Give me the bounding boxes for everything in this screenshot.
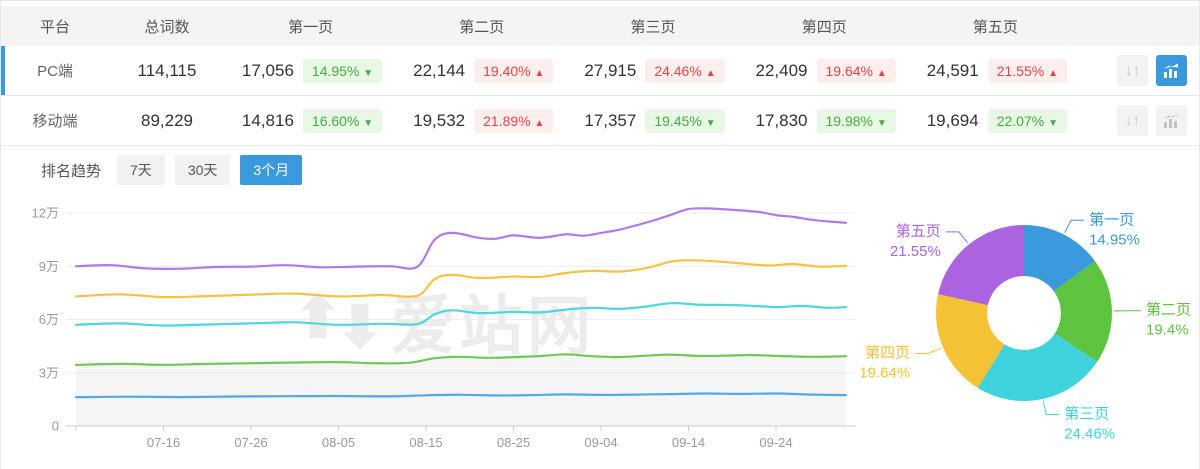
trend-chart-icon[interactable] [1155, 55, 1187, 86]
svg-text:08-05: 08-05 [322, 435, 355, 450]
page2-count: 22,144 [413, 60, 466, 80]
trend-chart-icon[interactable] [1155, 105, 1187, 136]
total-words: 89,229 [141, 110, 193, 130]
svg-text:09-04: 09-04 [584, 435, 617, 450]
svg-text:第二页: 第二页 [1146, 301, 1191, 319]
sort-icon[interactable]: ↓↑ [1116, 105, 1148, 136]
rank-table: 平台 总词数 第一页 第二页 第三页 第四页 第五页 PC端 114,115 1… [1, 6, 1199, 146]
page2-change-badge: 21.89% ▲ [474, 108, 554, 133]
charts-section: 爱站网 0 3万 6万 9万 12万 07-16 07-26 08-05 08-15 08-25 0… [1, 193, 1199, 469]
trend-arrow-icon: ▲ [705, 67, 716, 79]
page3-change-badge: 19.45% ▼ [645, 108, 725, 133]
header-page4: 第四页 [801, 18, 847, 36]
page3-count: 27,915 [584, 60, 637, 80]
svg-text:08-25: 08-25 [497, 435, 530, 450]
page1-change-badge: 14.95% ▼ [302, 58, 383, 83]
watermark: 爱站网 [301, 275, 595, 367]
svg-text:12万: 12万 [32, 206, 59, 221]
svg-text:9万: 9万 [39, 259, 59, 274]
trend-arrow-icon: ▼ [705, 117, 716, 129]
trend-arrow-icon: ▲ [534, 117, 545, 129]
trend-arrow-icon: ▼ [876, 117, 887, 129]
page3-change-badge: 24.46% ▲ [645, 58, 725, 83]
tab-30-days[interactable]: 30天 [174, 155, 231, 185]
svg-text:第五页: 第五页 [896, 222, 941, 240]
aizhan-logo-icon [301, 292, 377, 350]
page5-change-badge: 21.55% ▲ [987, 58, 1067, 83]
header-platform: 平台 [39, 18, 70, 36]
sort-icon[interactable]: ↓↑ [1116, 55, 1148, 86]
header-page1: 第一页 [288, 18, 334, 36]
trend-line-chart: 0 3万 6万 9万 12万 07-16 07-26 08-05 08-15 08-25 09-04… [32, 206, 856, 450]
svg-text:07-26: 07-26 [234, 435, 267, 450]
page4-change-badge: 19.64% ▲ [816, 58, 896, 83]
trend-arrow-icon: ▼ [1048, 117, 1058, 129]
total-words: 114,115 [137, 60, 197, 80]
svg-text:09-24: 09-24 [759, 435, 792, 450]
page3-count: 17,357 [584, 110, 637, 130]
tab-7-days[interactable]: 7天 [117, 155, 165, 185]
svg-text:第四页: 第四页 [865, 344, 910, 362]
svg-text:21.55%: 21.55% [890, 243, 941, 260]
trend-arrow-icon: ▲ [1048, 67, 1058, 79]
header-total: 总词数 [144, 18, 190, 36]
header-page3: 第三页 [630, 18, 676, 36]
page2-count: 19,532 [413, 110, 466, 130]
svg-text:09-14: 09-14 [672, 435, 705, 450]
trend-toolbar: 排名趋势 7天 30天 3个月 [1, 146, 1199, 193]
svg-text:07-16: 07-16 [147, 435, 180, 450]
svg-text:第一页: 第一页 [1089, 210, 1134, 228]
header-page2: 第二页 [459, 18, 505, 36]
trend-arrow-icon: ▼ [363, 117, 374, 129]
table-row-mobile[interactable]: 移动端 89,229 14,816 16.60% ▼ 19,532 21.89% ▲… [1, 96, 1199, 146]
svg-text:19.64%: 19.64% [861, 365, 910, 382]
page1-count: 17,056 [241, 60, 294, 80]
svg-text:3万: 3万 [39, 365, 59, 380]
svg-text:24.46%: 24.46% [1064, 426, 1115, 443]
trend-title: 排名趋势 [41, 162, 102, 180]
platform-label: 移动端 [32, 113, 78, 130]
trend-arrow-icon: ▲ [534, 67, 545, 79]
trend-arrow-icon: ▼ [363, 67, 374, 79]
page5-count: 24,591 [926, 60, 979, 80]
page4-count: 17,830 [755, 110, 808, 130]
table-header: 平台 总词数 第一页 第二页 第三页 第四页 第五页 [1, 6, 1199, 46]
page4-count: 22,409 [755, 60, 808, 80]
page2-change-badge: 19.40% ▲ [474, 58, 554, 83]
page-share-donut-chart: 第一页 14.95% 第二页 19.4% 第三页 24.46% 第四页 19.64% 第五页 21… [859, 210, 1191, 443]
svg-text:6万: 6万 [39, 312, 59, 327]
trend-arrow-icon: ▲ [876, 67, 887, 79]
line-chart-area: 爱站网 0 3万 6万 9万 12万 07-16 07-26 08-05 08-15 08-25 0… [1, 193, 861, 469]
platform-label: PC端 [37, 63, 73, 80]
page5-count: 19,694 [926, 110, 979, 130]
watermark-text: 爱站网 [391, 290, 595, 362]
tab-3-months[interactable]: 3个月 [240, 155, 303, 185]
page4-change-badge: 19.98% ▼ [816, 108, 896, 133]
page5-change-badge: 22.07% ▼ [987, 108, 1067, 133]
donut-chart-area: 第一页 14.95% 第二页 19.4% 第三页 24.46% 第四页 19.64% 第五页 21… [859, 193, 1199, 469]
header-page5: 第五页 [972, 18, 1018, 36]
svg-text:14.95%: 14.95% [1089, 231, 1140, 248]
page1-change-badge: 16.60% ▼ [302, 108, 383, 133]
page1-count: 14,816 [241, 110, 294, 130]
svg-text:19.4%: 19.4% [1146, 322, 1189, 339]
svg-text:第三页: 第三页 [1064, 405, 1109, 423]
svg-text:0: 0 [52, 419, 59, 434]
table-row-pc[interactable]: PC端 114,115 17,056 14.95% ▼ 22,144 19.40% … [1, 46, 1199, 96]
svg-text:08-15: 08-15 [409, 435, 442, 450]
